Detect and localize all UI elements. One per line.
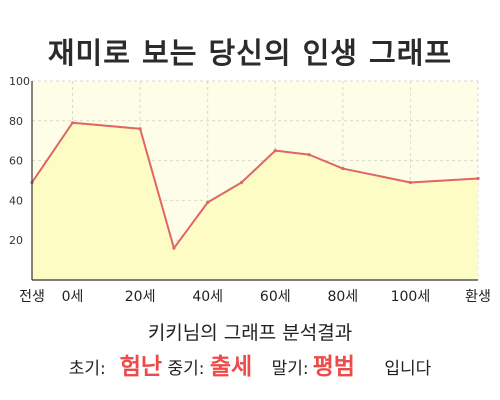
data-point — [206, 200, 210, 204]
x-tick-label: 40세 — [192, 289, 223, 305]
y-tick-label: 20 — [9, 234, 23, 247]
x-tick-label: 전생 — [19, 289, 45, 305]
data-point — [341, 166, 345, 171]
x-tick-label: 20세 — [125, 289, 156, 305]
y-tick-label: 60 — [9, 155, 23, 168]
chart-title: 재미로 보는 당신의 인생 그래프 — [47, 36, 453, 70]
x-tick-label: 100세 — [391, 289, 431, 305]
y-tick-label: 80 — [9, 115, 23, 128]
life-graph-chart: 20 40 60 80 100 전생 0세 20세 40세 60세 80세 100세 환생 — [9, 75, 491, 305]
data-point — [476, 176, 480, 181]
y-tick-label: 100 — [9, 75, 30, 88]
x-tick-label: 0세 — [62, 289, 84, 305]
data-point — [138, 127, 142, 131]
ending-text: 입니다 — [384, 359, 432, 379]
late-value: 평범 — [312, 354, 355, 380]
data-point — [70, 121, 75, 125]
data-point — [239, 180, 244, 185]
y-tick-label: 40 — [9, 194, 23, 207]
data-point — [172, 246, 176, 250]
analysis-result: 초기: 험난 중기: 출세 말기: 평범 입니다 — [0, 347, 500, 381]
area-fill — [32, 122, 478, 280]
early-label: 초기: — [68, 359, 106, 379]
data-point — [307, 153, 311, 157]
data-point — [273, 149, 277, 153]
mid-label: 중기: — [167, 359, 205, 379]
early-value: 험난 — [119, 354, 163, 380]
x-tick-label: 80세 — [327, 289, 358, 305]
late-label: 말기: — [271, 359, 309, 379]
data-point — [408, 180, 413, 185]
x-tick-label: 환생 — [465, 289, 491, 305]
mid-value: 출세 — [209, 354, 253, 380]
x-tick-label: 60세 — [260, 289, 291, 305]
analysis-heading: 키키님의 그래프 분석결과 — [147, 322, 353, 344]
